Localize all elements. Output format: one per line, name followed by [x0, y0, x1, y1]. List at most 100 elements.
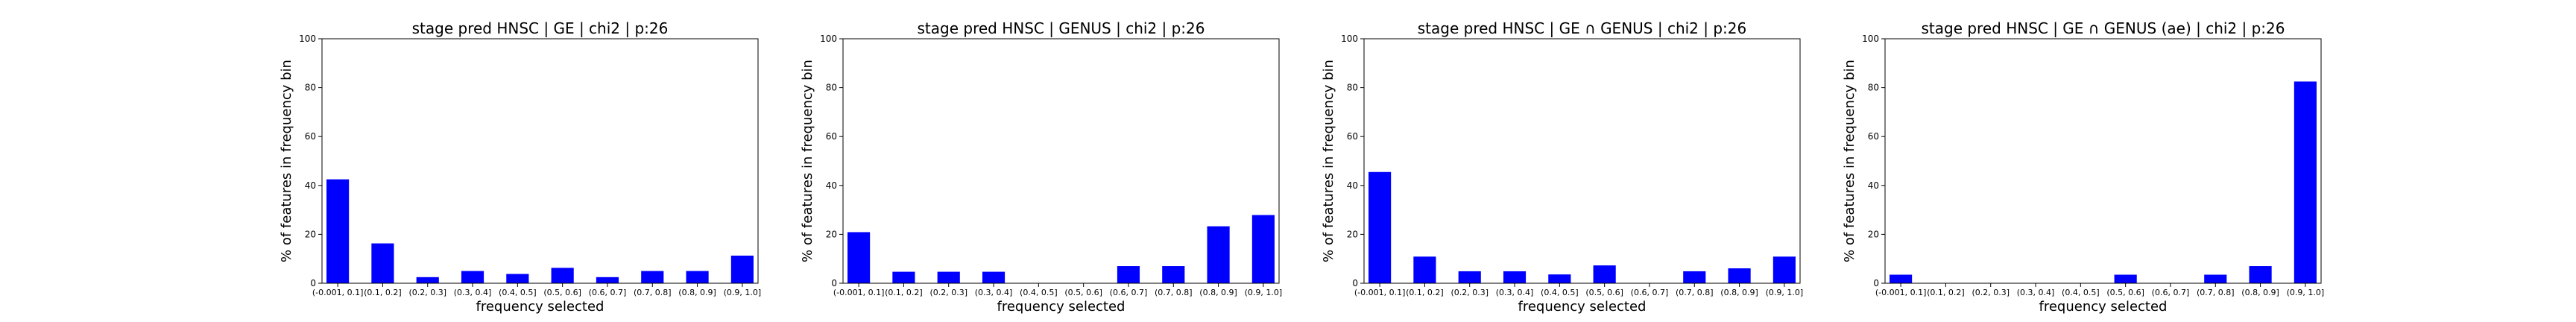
x-tick-label: (0.4, 0.5] [499, 288, 537, 297]
bar [2114, 274, 2137, 283]
x-tick-label: (0.2, 0.3] [929, 288, 967, 297]
x-tick-label: (-0.001, 0.1] [833, 288, 885, 297]
x-tick-label: (0.8, 0.9] [1720, 288, 1758, 297]
y-axis-label: % of features in frequency bin [1842, 60, 1857, 262]
chart-title: stage pred HNSC | GE ∩ GENUS | chi2 | p:… [1418, 19, 1746, 37]
x-axis-label: frequency selected [1518, 299, 1647, 315]
x-tick-label: (0.6, 0.7] [1631, 288, 1669, 297]
y-tick-label: 80 [1868, 83, 1879, 93]
y-tick-label: 80 [826, 83, 837, 93]
bar [506, 274, 529, 283]
bar [551, 268, 574, 283]
y-tick-label: 60 [1347, 131, 1358, 142]
bar [1162, 266, 1185, 283]
y-tick-label: 20 [1868, 229, 1879, 239]
y-tick-label: 60 [305, 131, 316, 142]
x-tick-label: (0.7, 0.8] [1155, 288, 1193, 297]
y-axis-label: % of features in frequency bin [1321, 60, 1336, 262]
y-axis-label: % of features in frequency bin [279, 60, 294, 262]
y-tick-label: 20 [1347, 229, 1358, 239]
bar [326, 179, 350, 283]
x-tick-label: (0.1, 0.2] [1406, 288, 1444, 297]
chart-2: 0 20 40 60 80 100 (-0.001, 0.1] (0.1, 0.2] (0.2,… [800, 19, 1282, 315]
x-tick-label: (0.8, 0.9] [678, 288, 716, 297]
x-tick-label: (0.1, 0.2] [364, 288, 402, 297]
bar [1251, 215, 1275, 283]
chart-4: 0 20 40 60 80 100 (-0.001, 0.1] (0.1, 0.2] (0.2,… [1842, 19, 2324, 315]
x-tick-label: (0.4, 0.5] [1020, 288, 1058, 297]
bar [1458, 271, 1481, 283]
y-tick-label: 80 [305, 83, 316, 93]
x-axis-label: frequency selected [2039, 299, 2168, 315]
chart-3: 0 20 40 60 80 100 (-0.001, 0.1] (0.1, 0.2] (0.2,… [1321, 19, 1803, 315]
y-tick-label: 100 [1862, 34, 1879, 44]
bar [1548, 274, 1571, 283]
x-tick-label: (0.9, 1.0] [724, 288, 762, 297]
y-tick-label: 0 [1352, 278, 1358, 288]
bar [892, 271, 915, 283]
x-axis-label: frequency selected [997, 299, 1126, 315]
y-tick-label: 40 [1868, 180, 1879, 191]
x-tick-label: (0.7, 0.8] [1676, 288, 1714, 297]
x-tick-label: (0.5, 0.6] [543, 288, 581, 297]
x-tick-label: (0.6, 0.7] [589, 288, 627, 297]
x-tick-label: (0.3, 0.4] [1496, 288, 1534, 297]
x-tick-label: (0.4, 0.5] [1541, 288, 1579, 297]
y-tick-label: 80 [1347, 83, 1358, 93]
x-tick-label: (0.3, 0.4] [975, 288, 1013, 297]
bar [1593, 265, 1616, 283]
x-tick-label: (0.5, 0.6] [1585, 288, 1623, 297]
y-tick-label: 40 [826, 180, 837, 191]
bar [1413, 256, 1436, 283]
y-tick-label: 100 [1341, 34, 1358, 44]
x-tick-label: (0.6, 0.7] [2152, 288, 2190, 297]
bar [2294, 81, 2317, 284]
chart-title: stage pred HNSC | GE ∩ GENUS (ae) | chi2… [1921, 19, 2285, 37]
bar [686, 271, 709, 283]
y-axis-label: % of features in frequency bin [800, 60, 815, 262]
x-tick-label: (-0.001, 0.1] [312, 288, 364, 297]
bar [1368, 171, 1392, 283]
bar [641, 271, 664, 283]
x-tick-label: (0.2, 0.3] [1450, 288, 1489, 297]
x-tick-label: (0.9, 1.0] [1766, 288, 1804, 297]
y-tick-label: 40 [1347, 180, 1358, 191]
x-tick-label: (-0.001, 0.1] [1875, 288, 1927, 297]
y-tick-label: 0 [1873, 278, 1879, 288]
x-tick-label: (0.4, 0.5] [2062, 288, 2100, 297]
bar [982, 271, 1006, 283]
bar [1683, 271, 1706, 283]
bar [596, 277, 619, 283]
plot-frame [1884, 38, 2322, 284]
plot-frame [321, 38, 759, 284]
chart-title: stage pred HNSC | GENUS | chi2 | p:26 [918, 19, 1205, 37]
bar [847, 232, 871, 283]
x-tick-label: (0.9, 1.0] [2287, 288, 2325, 297]
x-tick-label: (0.3, 0.4] [454, 288, 492, 297]
y-tick-label: 0 [310, 278, 316, 288]
bar [1772, 256, 1796, 283]
x-tick-label: (0.6, 0.7] [1110, 288, 1148, 297]
x-tick-label: (0.8, 0.9] [1199, 288, 1237, 297]
bar [461, 271, 484, 283]
bar [2204, 274, 2227, 283]
plot-frame [842, 38, 1280, 284]
x-tick-label: (-0.001, 0.1] [1354, 288, 1406, 297]
x-tick-label: (0.2, 0.3] [1972, 288, 2010, 297]
x-tick-label: (0.9, 1.0] [1245, 288, 1283, 297]
x-tick-label: (0.7, 0.8] [2197, 288, 2235, 297]
y-tick-label: 20 [305, 229, 316, 239]
y-tick-label: 60 [826, 131, 837, 142]
x-tick-label: (0.5, 0.6] [1064, 288, 1102, 297]
chart-title: stage pred HNSC | GE | chi2 | p:26 [412, 19, 669, 37]
x-tick-label: (0.1, 0.2] [885, 288, 923, 297]
y-tick-label: 100 [299, 34, 316, 44]
x-tick-label: (0.2, 0.3] [408, 288, 446, 297]
bar [1890, 274, 1913, 283]
bar [1503, 271, 1527, 283]
y-tick-label: 20 [826, 229, 837, 239]
y-tick-label: 40 [305, 180, 316, 191]
bar [730, 255, 754, 283]
